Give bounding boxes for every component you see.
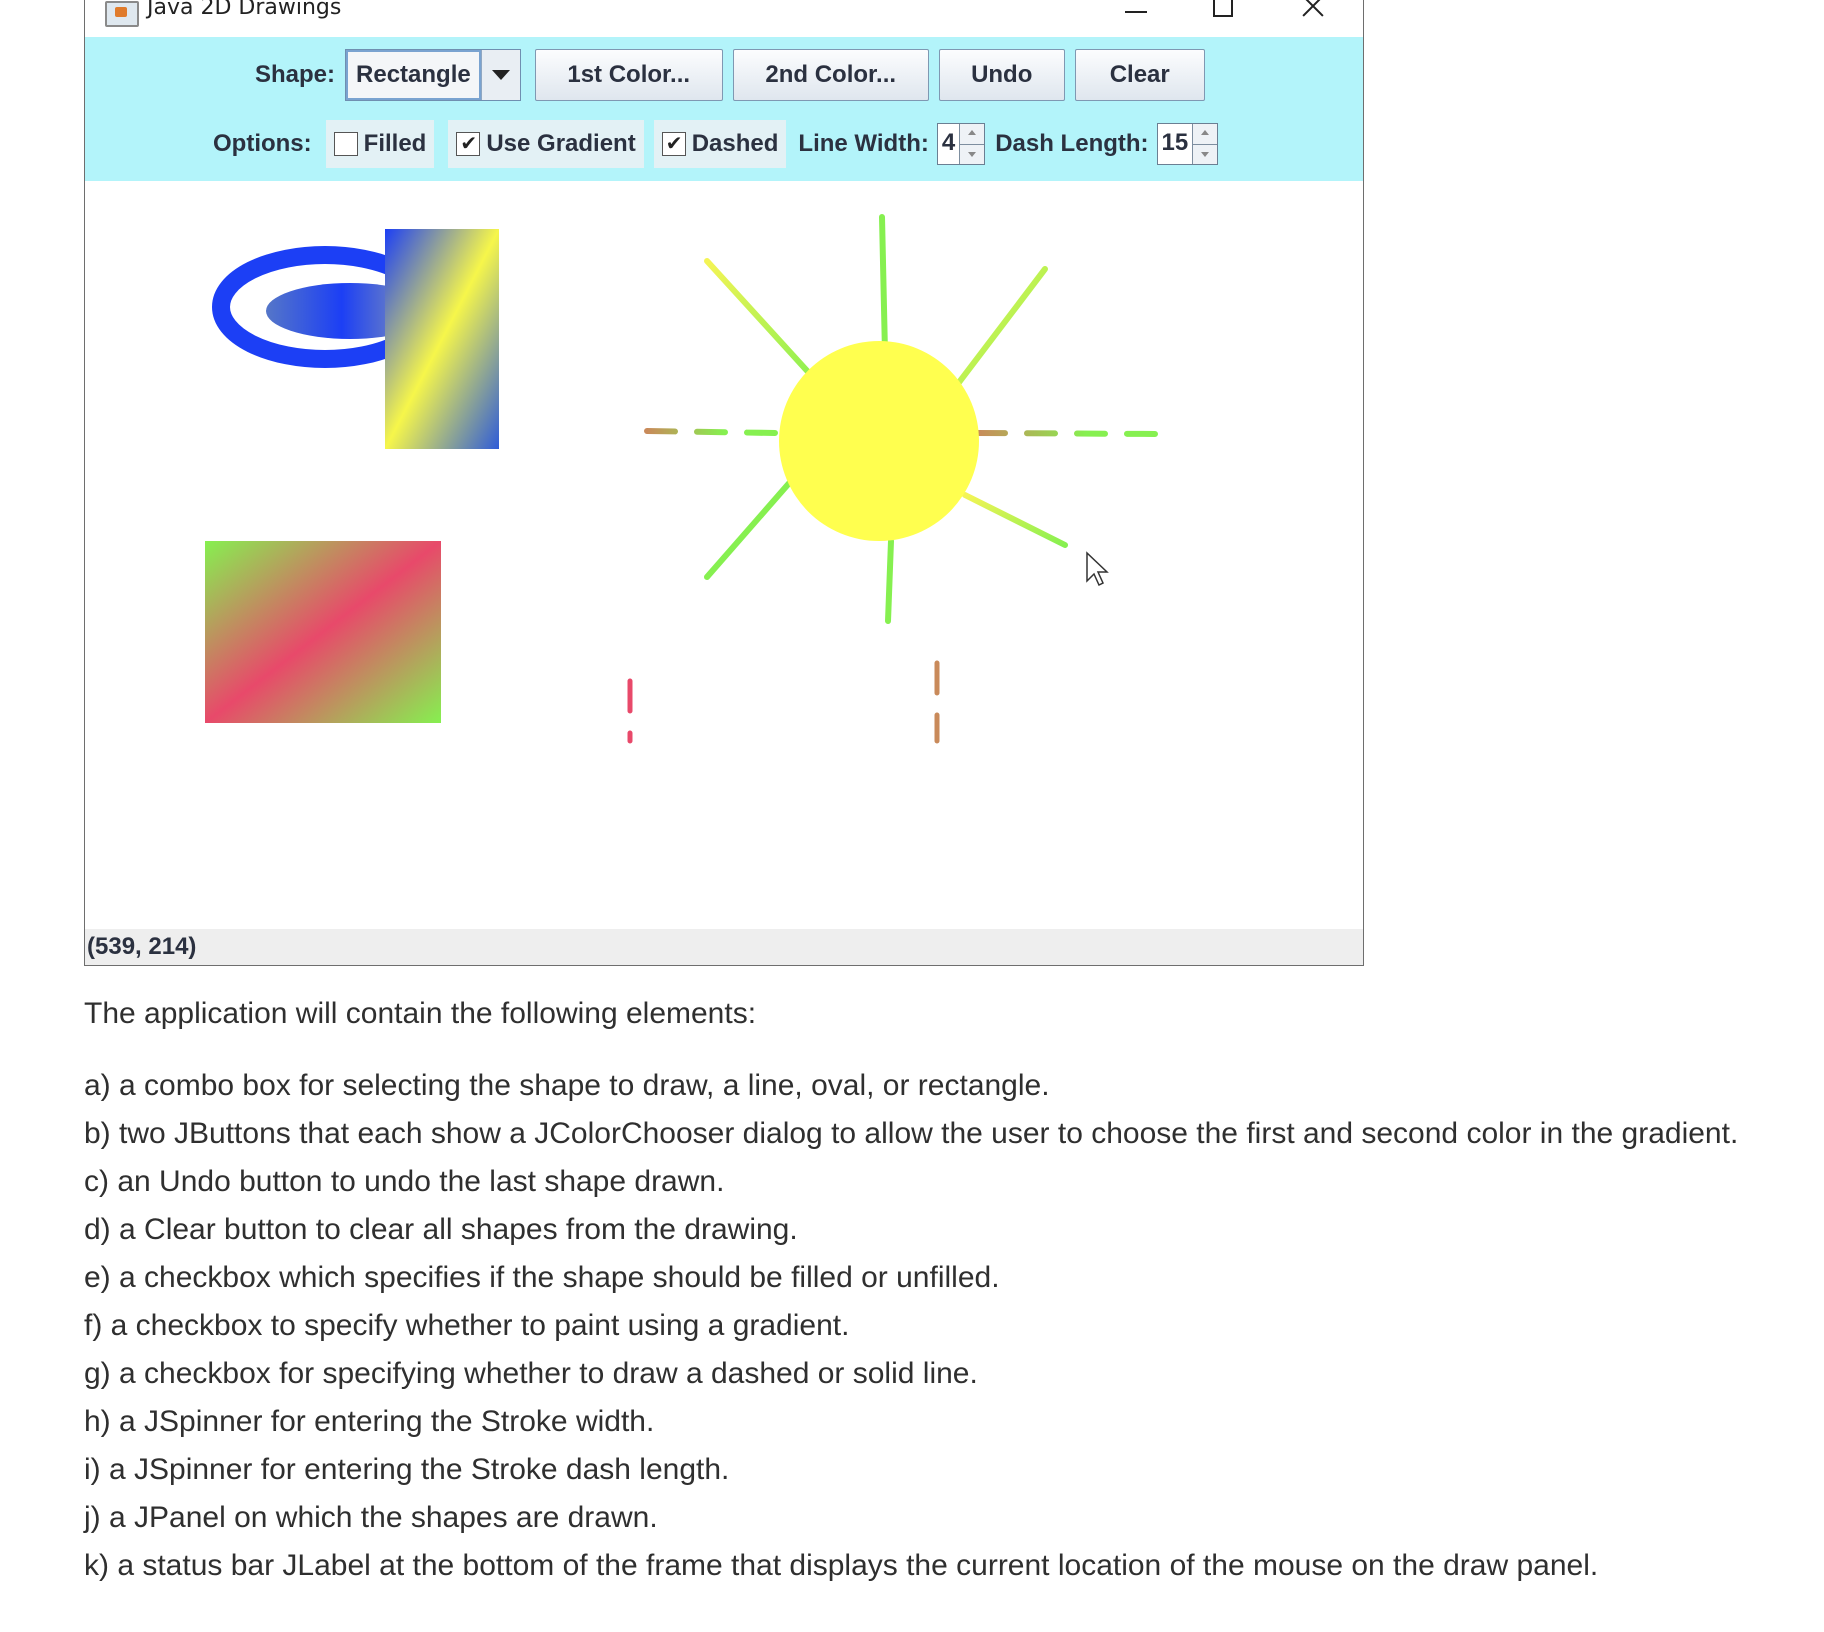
clear-button[interactable]: Clear <box>1074 49 1205 101</box>
sun-horizontal-dashes <box>644 428 1163 437</box>
undo-button[interactable]: Undo <box>938 49 1065 101</box>
sun-rays <box>704 214 1068 624</box>
shape-label: Shape: <box>255 61 336 88</box>
shape-combo-box[interactable]: Rectangle <box>345 49 521 101</box>
app-window: Java 2D Drawings Shape: Rectangle 1st Co… <box>84 0 1364 966</box>
use-gradient-checkbox-label: Use Gradient <box>486 130 636 157</box>
minimize-button[interactable] <box>1113 0 1159 25</box>
maximize-button[interactable] <box>1201 0 1247 25</box>
line-width-spinner[interactable]: 4 <box>936 123 986 165</box>
window-title: Java 2D Drawings <box>147 0 342 20</box>
intro-paragraph: The application will contain the followi… <box>84 997 757 1030</box>
chevron-down-icon[interactable] <box>480 50 520 100</box>
use-gradient-checkbox[interactable]: Use Gradient <box>448 120 644 168</box>
list-item: a) a combo box for selecting the shape t… <box>84 1069 1050 1102</box>
list-item: g) a checkbox for specifying whether to … <box>84 1357 978 1390</box>
dashed-checkbox-label: Dashed <box>691 130 779 157</box>
green-red-gradient-rectangle <box>205 541 441 723</box>
filled-checkbox-label: Filled <box>363 130 427 157</box>
list-item: d) a Clear button to clear all shapes fr… <box>84 1213 798 1246</box>
list-item: f) a checkbox to specify whether to pain… <box>84 1309 850 1342</box>
first-color-button[interactable]: 1st Color... <box>534 49 723 101</box>
blue-yellow-gradient-rectangle <box>385 229 499 449</box>
list-item: b) two JButtons that each show a JColorC… <box>84 1117 1739 1150</box>
dash-length-down-arrow-icon[interactable] <box>1193 144 1218 164</box>
dash-length-value[interactable]: 15 <box>1161 129 1189 156</box>
mouse-cursor-icon <box>1086 551 1109 587</box>
list-item: c) an Undo button to undo the last shape… <box>84 1165 725 1198</box>
dash-length-spinner[interactable]: 15 <box>1156 123 1219 165</box>
second-color-button[interactable]: 2nd Color... <box>732 49 929 101</box>
dashed-checkbox[interactable]: Dashed <box>653 120 787 168</box>
status-bar: (539, 214) <box>85 929 1363 965</box>
line-width-down-arrow-icon[interactable] <box>960 144 985 164</box>
line-width-value[interactable]: 4 <box>941 129 956 156</box>
drawing-surface[interactable] <box>85 181 1363 929</box>
shape-combo-value[interactable]: Rectangle <box>346 50 481 100</box>
list-item: h) a JSpinner for entering the Stroke wi… <box>84 1405 655 1438</box>
toolbar-panel: Shape: Rectangle 1st Color... 2nd Color.… <box>85 37 1363 181</box>
assignment-text: The application will contain the followi… <box>84 990 1804 1590</box>
use-gradient-checkbox-box[interactable] <box>456 131 481 156</box>
filled-checkbox-box[interactable] <box>333 132 358 156</box>
line-width-up-arrow-icon[interactable] <box>960 124 985 145</box>
list-item: j) a JPanel on which the shapes are draw… <box>84 1501 658 1534</box>
dash-length-up-arrow-icon[interactable] <box>1193 124 1218 145</box>
title-bar[interactable]: Java 2D Drawings <box>85 0 1363 37</box>
dash-length-label: Dash Length: <box>995 130 1149 157</box>
close-button[interactable] <box>1289 0 1335 25</box>
list-item: i) a JSpinner for entering the Stroke da… <box>84 1453 730 1486</box>
toolbar-row-shape: Shape: Rectangle 1st Color... 2nd Color.… <box>255 47 1205 103</box>
mouse-coordinates-label: (539, 214) <box>87 933 197 960</box>
options-label: Options: <box>213 130 312 157</box>
java-app-icon <box>105 1 139 27</box>
drawing-panel[interactable] <box>85 181 1363 929</box>
list-item: k) a status bar JLabel at the bottom of … <box>84 1549 1599 1582</box>
list-item: e) a checkbox which specifies if the sha… <box>84 1261 1000 1294</box>
small-dashed-rectangle <box>627 660 940 744</box>
line-width-label: Line Width: <box>798 130 929 157</box>
dashed-frame-rectangle <box>602 206 1192 644</box>
dashed-checkbox-box[interactable] <box>661 131 686 156</box>
filled-checkbox[interactable]: Filled <box>325 120 435 168</box>
toolbar-row-options: Options: Filled Use Gradient Dashed Line… <box>213 119 1219 169</box>
yellow-sun-circle <box>779 341 979 541</box>
